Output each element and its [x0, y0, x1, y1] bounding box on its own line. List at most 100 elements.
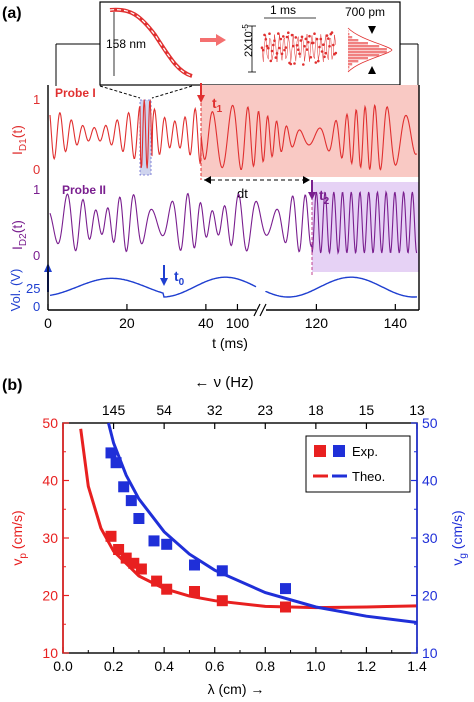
voltage-trace [49, 276, 417, 298]
probe2-label: Probe II [62, 183, 106, 197]
x-tick-label: 0.4 [154, 658, 174, 674]
inset-hist-bar [348, 33, 350, 36]
t0-arrow-icon [160, 278, 168, 286]
legend-theo-label: Theo. [352, 469, 385, 484]
x-tick-label: 120 [305, 315, 329, 331]
top-tick-label: 15 [359, 402, 375, 418]
vp-exp-point [128, 557, 140, 569]
vg-exp-point [133, 513, 145, 524]
probe1-shade [201, 85, 419, 177]
y2-axis-label: ID2(t) [9, 220, 29, 250]
inset-noise-point [317, 59, 320, 63]
inset-hist-bar [348, 42, 368, 45]
panel-b-x-label: λ (cm) → [208, 681, 265, 697]
inset-noise-point [268, 32, 271, 35]
inset-noise-point [305, 48, 309, 51]
inset-noise-point [270, 49, 274, 53]
x-tick-label: 0.0 [53, 658, 73, 674]
top-tick-label: 23 [257, 402, 273, 418]
inset-noise-point [287, 31, 290, 34]
inset-scale-700: 700 pm [345, 5, 385, 19]
inset-hist-bar [348, 54, 380, 57]
vp-exp-points [105, 530, 291, 613]
x-tick-label: 0 [44, 315, 52, 331]
inset-noise-points [260, 31, 338, 66]
y2-tick-0: 0 [33, 248, 40, 263]
legend-box [305, 435, 411, 493]
panel-a: (a) 158 nm 2X10-5 1 ms 700 pm [2, 1, 420, 351]
panel-b-ticks: 0.0 0.2 0.4 0.6 0.8 1.0 1.2 1.4 145 54 32 23 18 15 13 1… [42, 402, 437, 674]
inset-noise-point [318, 45, 321, 49]
y1-axis-label: ID1(t) [9, 125, 29, 155]
top-tick-label: 18 [308, 402, 324, 418]
vg-exp-point [105, 447, 117, 459]
inset-noise-point [308, 34, 311, 38]
panel-a-x-label: t (ms) [212, 335, 248, 351]
y3-tick-25: 25 [26, 281, 40, 296]
inset-noise-point [277, 32, 280, 35]
left-y-tick-label: 20 [42, 588, 58, 604]
inset-noise-point [263, 33, 266, 37]
right-y-tick-label: 50 [422, 415, 438, 431]
left-y-tick-label: 40 [42, 473, 58, 489]
inset-noise-point [325, 34, 329, 37]
inset-scale-1ms: 1 ms [270, 3, 296, 17]
t0-label: t0 [174, 268, 185, 288]
y1-tick-0: 0 [33, 162, 40, 177]
inset-hist-arrow-icon [368, 66, 376, 74]
right-y-label: vg (cm/s) [449, 510, 469, 565]
x-tick-label: 100 [226, 315, 250, 331]
vg-exp-point [280, 583, 291, 595]
inset-noise-point [269, 59, 273, 63]
y2-tick-1: 1 [33, 182, 40, 197]
axis-break-mark [253, 303, 261, 317]
vp-exp-point [135, 563, 147, 575]
legend: Exp. Theo. [305, 435, 411, 493]
y3-tick-0: 0 [33, 299, 40, 314]
inset-noise-point [314, 61, 318, 64]
right-y-tick-label: 10 [422, 645, 438, 661]
x-tick-label: 40 [198, 315, 214, 331]
inset-hist-bar [348, 45, 380, 48]
vg-exp-point [189, 559, 200, 571]
inset-hist-bar [348, 66, 350, 69]
dt-label: dt [237, 186, 248, 201]
t2-arrow-icon [308, 192, 316, 200]
inset-noise-point [313, 32, 316, 35]
vg-exp-point [148, 535, 160, 547]
inset-noise-point [309, 56, 313, 59]
inset-box: 158 nm 2X10-5 1 ms 700 pm [55, 1, 419, 86]
left-y-tick-label: 10 [42, 645, 58, 661]
top-axis-label: ← ν (Hz) [194, 374, 253, 391]
inset-noise-point [334, 51, 338, 55]
x-tick-label: 20 [119, 315, 135, 331]
inset-noise-point [322, 43, 325, 46]
t1-label: t1 [212, 95, 223, 115]
inset-noise-point [260, 46, 264, 49]
inset-hist-bar [348, 57, 368, 60]
vp-exp-point [189, 586, 200, 597]
inset-noise-point [285, 35, 289, 39]
inset-hist-bar [348, 39, 359, 42]
inset-noise-point [327, 37, 330, 40]
inset-noise-point [282, 35, 285, 38]
top-tick-label: 54 [156, 402, 172, 418]
inset-hist-bar [348, 51, 387, 54]
vp-exp-point [161, 583, 173, 595]
probe2-trace [49, 190, 418, 255]
right-y-tick-label: 30 [422, 530, 438, 546]
inset-arrow-icon [216, 34, 226, 46]
vp-exp-point [120, 552, 132, 564]
legend-exp-blue-marker [333, 445, 345, 457]
top-tick-label: 145 [102, 402, 126, 418]
x-tick-label: 1.0 [306, 658, 326, 674]
inset-noise-point [289, 62, 293, 66]
vg-exp-point [216, 565, 228, 577]
inset-scale-158: 158 nm [106, 37, 146, 51]
inset-hist-bar [348, 36, 353, 39]
y1-tick-1: 1 [33, 92, 40, 107]
inset-hist-bar [348, 63, 353, 66]
x-tick-label: 1.4 [407, 658, 427, 674]
inset-noise-point [290, 33, 294, 37]
